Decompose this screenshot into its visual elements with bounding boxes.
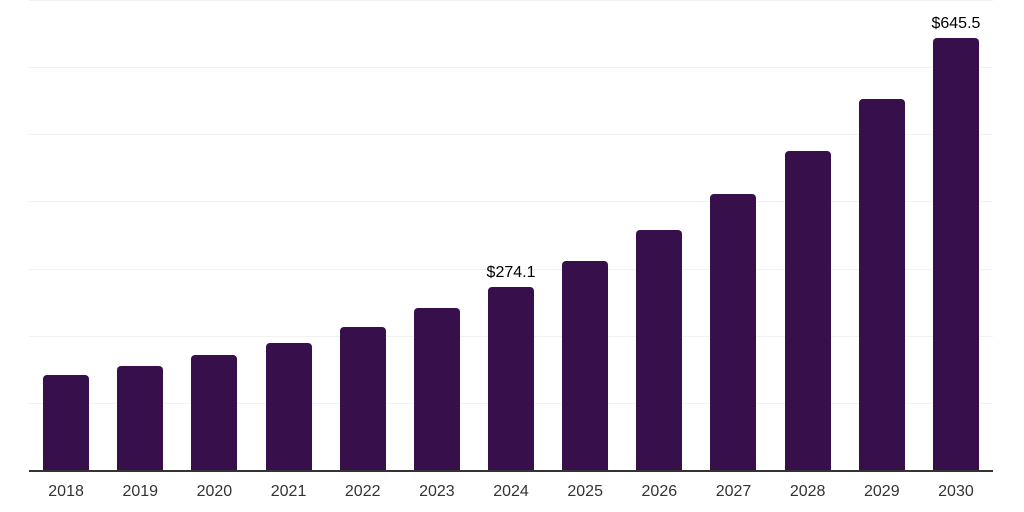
bar-band-2026 [622, 1, 696, 471]
x-tick-label-2025: 2025 [567, 483, 603, 500]
bar-2019[interactable] [117, 366, 164, 471]
x-tick-label-2021: 2021 [270, 483, 307, 500]
x-tick-label-2020: 2020 [196, 483, 233, 500]
bar-value-label-2024: $274.1 [486, 263, 536, 281]
bar-2030[interactable] [932, 37, 979, 471]
bar-band-2030: $645.5 [919, 1, 993, 471]
bar-2021[interactable] [265, 342, 312, 471]
bar-2028[interactable] [784, 150, 831, 471]
x-tick-label-2018: 2018 [48, 483, 84, 500]
x-tick-label-2030: 2030 [938, 483, 974, 500]
bar-band-2024: $274.1 [474, 1, 548, 471]
bar-band-2029 [845, 1, 919, 471]
gridline-600 [29, 67, 993, 69]
bar-band-2027 [696, 1, 770, 471]
gridline-500 [29, 134, 993, 136]
x-tick-label-2027: 2027 [715, 483, 752, 500]
x-tick-label-2024: 2024 [493, 483, 529, 500]
bar-band-2020 [177, 1, 251, 471]
x-axis-labels: 2018 2019 2020 2021 2022 2023 2024 2025 2026 2027… [29, 481, 993, 503]
x-tick-label-2029: 2029 [864, 483, 900, 500]
bar-band-2022 [326, 1, 400, 471]
bar-2025[interactable] [562, 260, 609, 471]
bar-2027[interactable] [710, 193, 757, 471]
bar-band-2019 [103, 1, 177, 471]
bar-2022[interactable] [339, 326, 386, 471]
bar-2018[interactable] [43, 375, 90, 471]
bar-2023[interactable] [413, 307, 460, 471]
bar-2029[interactable] [858, 99, 905, 471]
bar-band-2021 [251, 1, 325, 471]
bar-series: $274.1 $645.5 [29, 1, 993, 471]
x-axis-line [29, 470, 993, 472]
bar-band-2018 [29, 1, 103, 471]
x-tick-label-2026: 2026 [641, 483, 678, 500]
bar-value-label-2030: $645.5 [931, 14, 981, 32]
gridline-300 [29, 268, 993, 270]
bar-2024[interactable] [488, 286, 535, 471]
gridline-400 [29, 201, 993, 203]
x-tick-label-2022: 2022 [344, 483, 381, 500]
x-tick-label-2023: 2023 [419, 483, 455, 500]
x-tick-label-2028: 2028 [789, 483, 826, 500]
x-tick-label-2019: 2019 [122, 483, 159, 500]
bar-2026[interactable] [636, 229, 683, 471]
plot-area: $274.1 $645.5 [29, 0, 993, 472]
bar-2020[interactable] [191, 354, 238, 471]
gridline-700 [29, 0, 993, 1]
bar-band-2025 [548, 1, 622, 471]
bar-band-2023 [400, 1, 474, 471]
bar-band-2028 [771, 1, 845, 471]
